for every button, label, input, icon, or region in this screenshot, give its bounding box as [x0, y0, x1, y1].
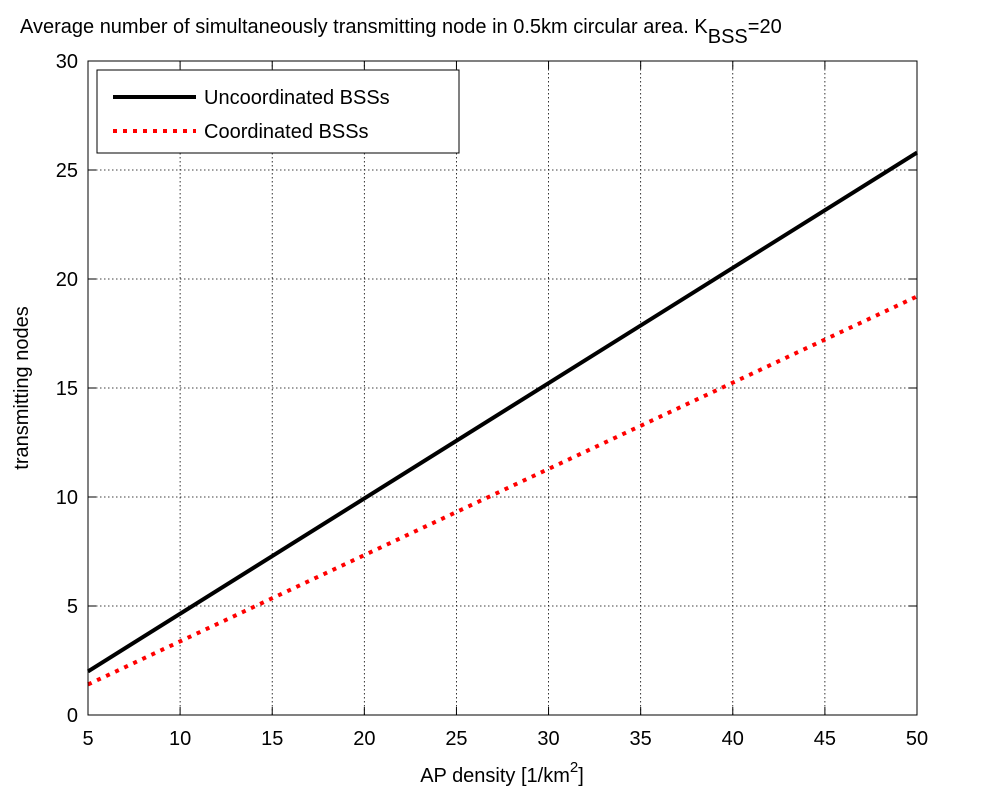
legend: Uncoordinated BSSs Coordinated BSSs — [96, 69, 460, 154]
x-tick-label: 35 — [630, 728, 652, 750]
x-axis-title-suffix: ] — [578, 765, 584, 787]
x-tick-label: 15 — [261, 728, 283, 750]
x-tick-label: 10 — [169, 728, 191, 750]
x-axis-title-main: AP density [1/km — [420, 765, 570, 787]
y-tick-label: 15 — [56, 378, 78, 400]
legend-box — [96, 69, 460, 154]
y-axis-title: transmitting nodes — [11, 306, 33, 469]
legend-label-uncoordinated: Uncoordinated BSSs — [204, 87, 390, 109]
x-axis-title: AP density [1/km2] — [420, 759, 584, 787]
y-tick-label: 10 — [56, 487, 78, 509]
x-tick-label: 25 — [445, 728, 467, 750]
y-tick-label: 0 — [67, 705, 78, 727]
y-tick-label: 30 — [56, 51, 78, 73]
y-tick-label: 25 — [56, 160, 78, 182]
x-tick-label: 5 — [82, 728, 93, 750]
x-tick-label: 45 — [814, 728, 836, 750]
series-line-coordinated — [87, 294, 918, 687]
x-tick-label: 50 — [906, 728, 928, 750]
grid — [88, 61, 917, 715]
chart-title: Average number of simultaneously transmi… — [20, 16, 782, 48]
x-tick-label: 20 — [353, 728, 375, 750]
y-tick-label: 5 — [67, 596, 78, 618]
x-tick-label: 40 — [722, 728, 744, 750]
chart-title-main: Average number of simultaneously transmi… — [20, 16, 708, 38]
series-line-uncoordinated — [86, 150, 919, 674]
y-tick-label: 20 — [56, 269, 78, 291]
chart-title-subscript: BSS — [708, 26, 748, 48]
legend-label-coordinated: Coordinated BSSs — [204, 121, 369, 143]
chart-title-suffix: =20 — [748, 16, 782, 38]
x-axis-title-superscript: 2 — [570, 759, 578, 776]
x-tick-label: 30 — [537, 728, 559, 750]
series-layer — [86, 150, 919, 687]
